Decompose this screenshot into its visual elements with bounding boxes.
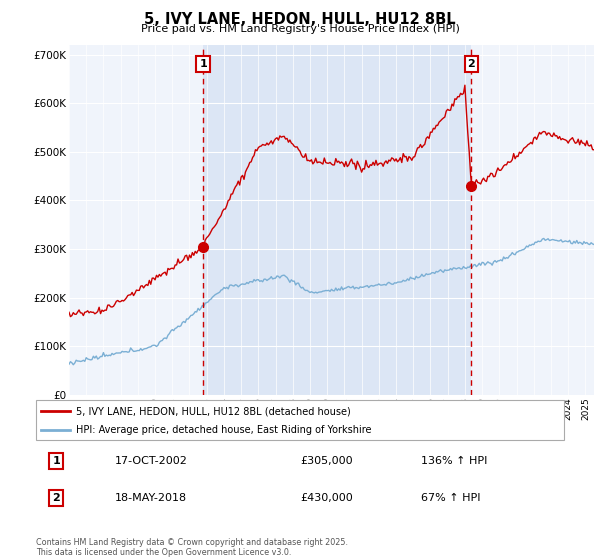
Text: 17-OCT-2002: 17-OCT-2002 bbox=[115, 456, 188, 466]
Text: 67% ↑ HPI: 67% ↑ HPI bbox=[421, 493, 481, 503]
Text: HPI: Average price, detached house, East Riding of Yorkshire: HPI: Average price, detached house, East… bbox=[76, 425, 371, 435]
Text: 5, IVY LANE, HEDON, HULL, HU12 8BL: 5, IVY LANE, HEDON, HULL, HU12 8BL bbox=[144, 12, 456, 27]
Text: 2: 2 bbox=[467, 59, 475, 69]
Text: 136% ↑ HPI: 136% ↑ HPI bbox=[421, 456, 488, 466]
Text: 2: 2 bbox=[52, 493, 60, 503]
Text: 18-MAY-2018: 18-MAY-2018 bbox=[115, 493, 187, 503]
Text: 1: 1 bbox=[199, 59, 207, 69]
Text: Price paid vs. HM Land Registry's House Price Index (HPI): Price paid vs. HM Land Registry's House … bbox=[140, 24, 460, 34]
Text: £305,000: £305,000 bbox=[300, 456, 353, 466]
Text: Contains HM Land Registry data © Crown copyright and database right 2025.
This d: Contains HM Land Registry data © Crown c… bbox=[36, 538, 348, 557]
Text: 1: 1 bbox=[52, 456, 60, 466]
Text: £430,000: £430,000 bbox=[300, 493, 353, 503]
Bar bbox=[203, 45, 472, 395]
Text: 5, IVY LANE, HEDON, HULL, HU12 8BL (detached house): 5, IVY LANE, HEDON, HULL, HU12 8BL (deta… bbox=[76, 407, 350, 417]
